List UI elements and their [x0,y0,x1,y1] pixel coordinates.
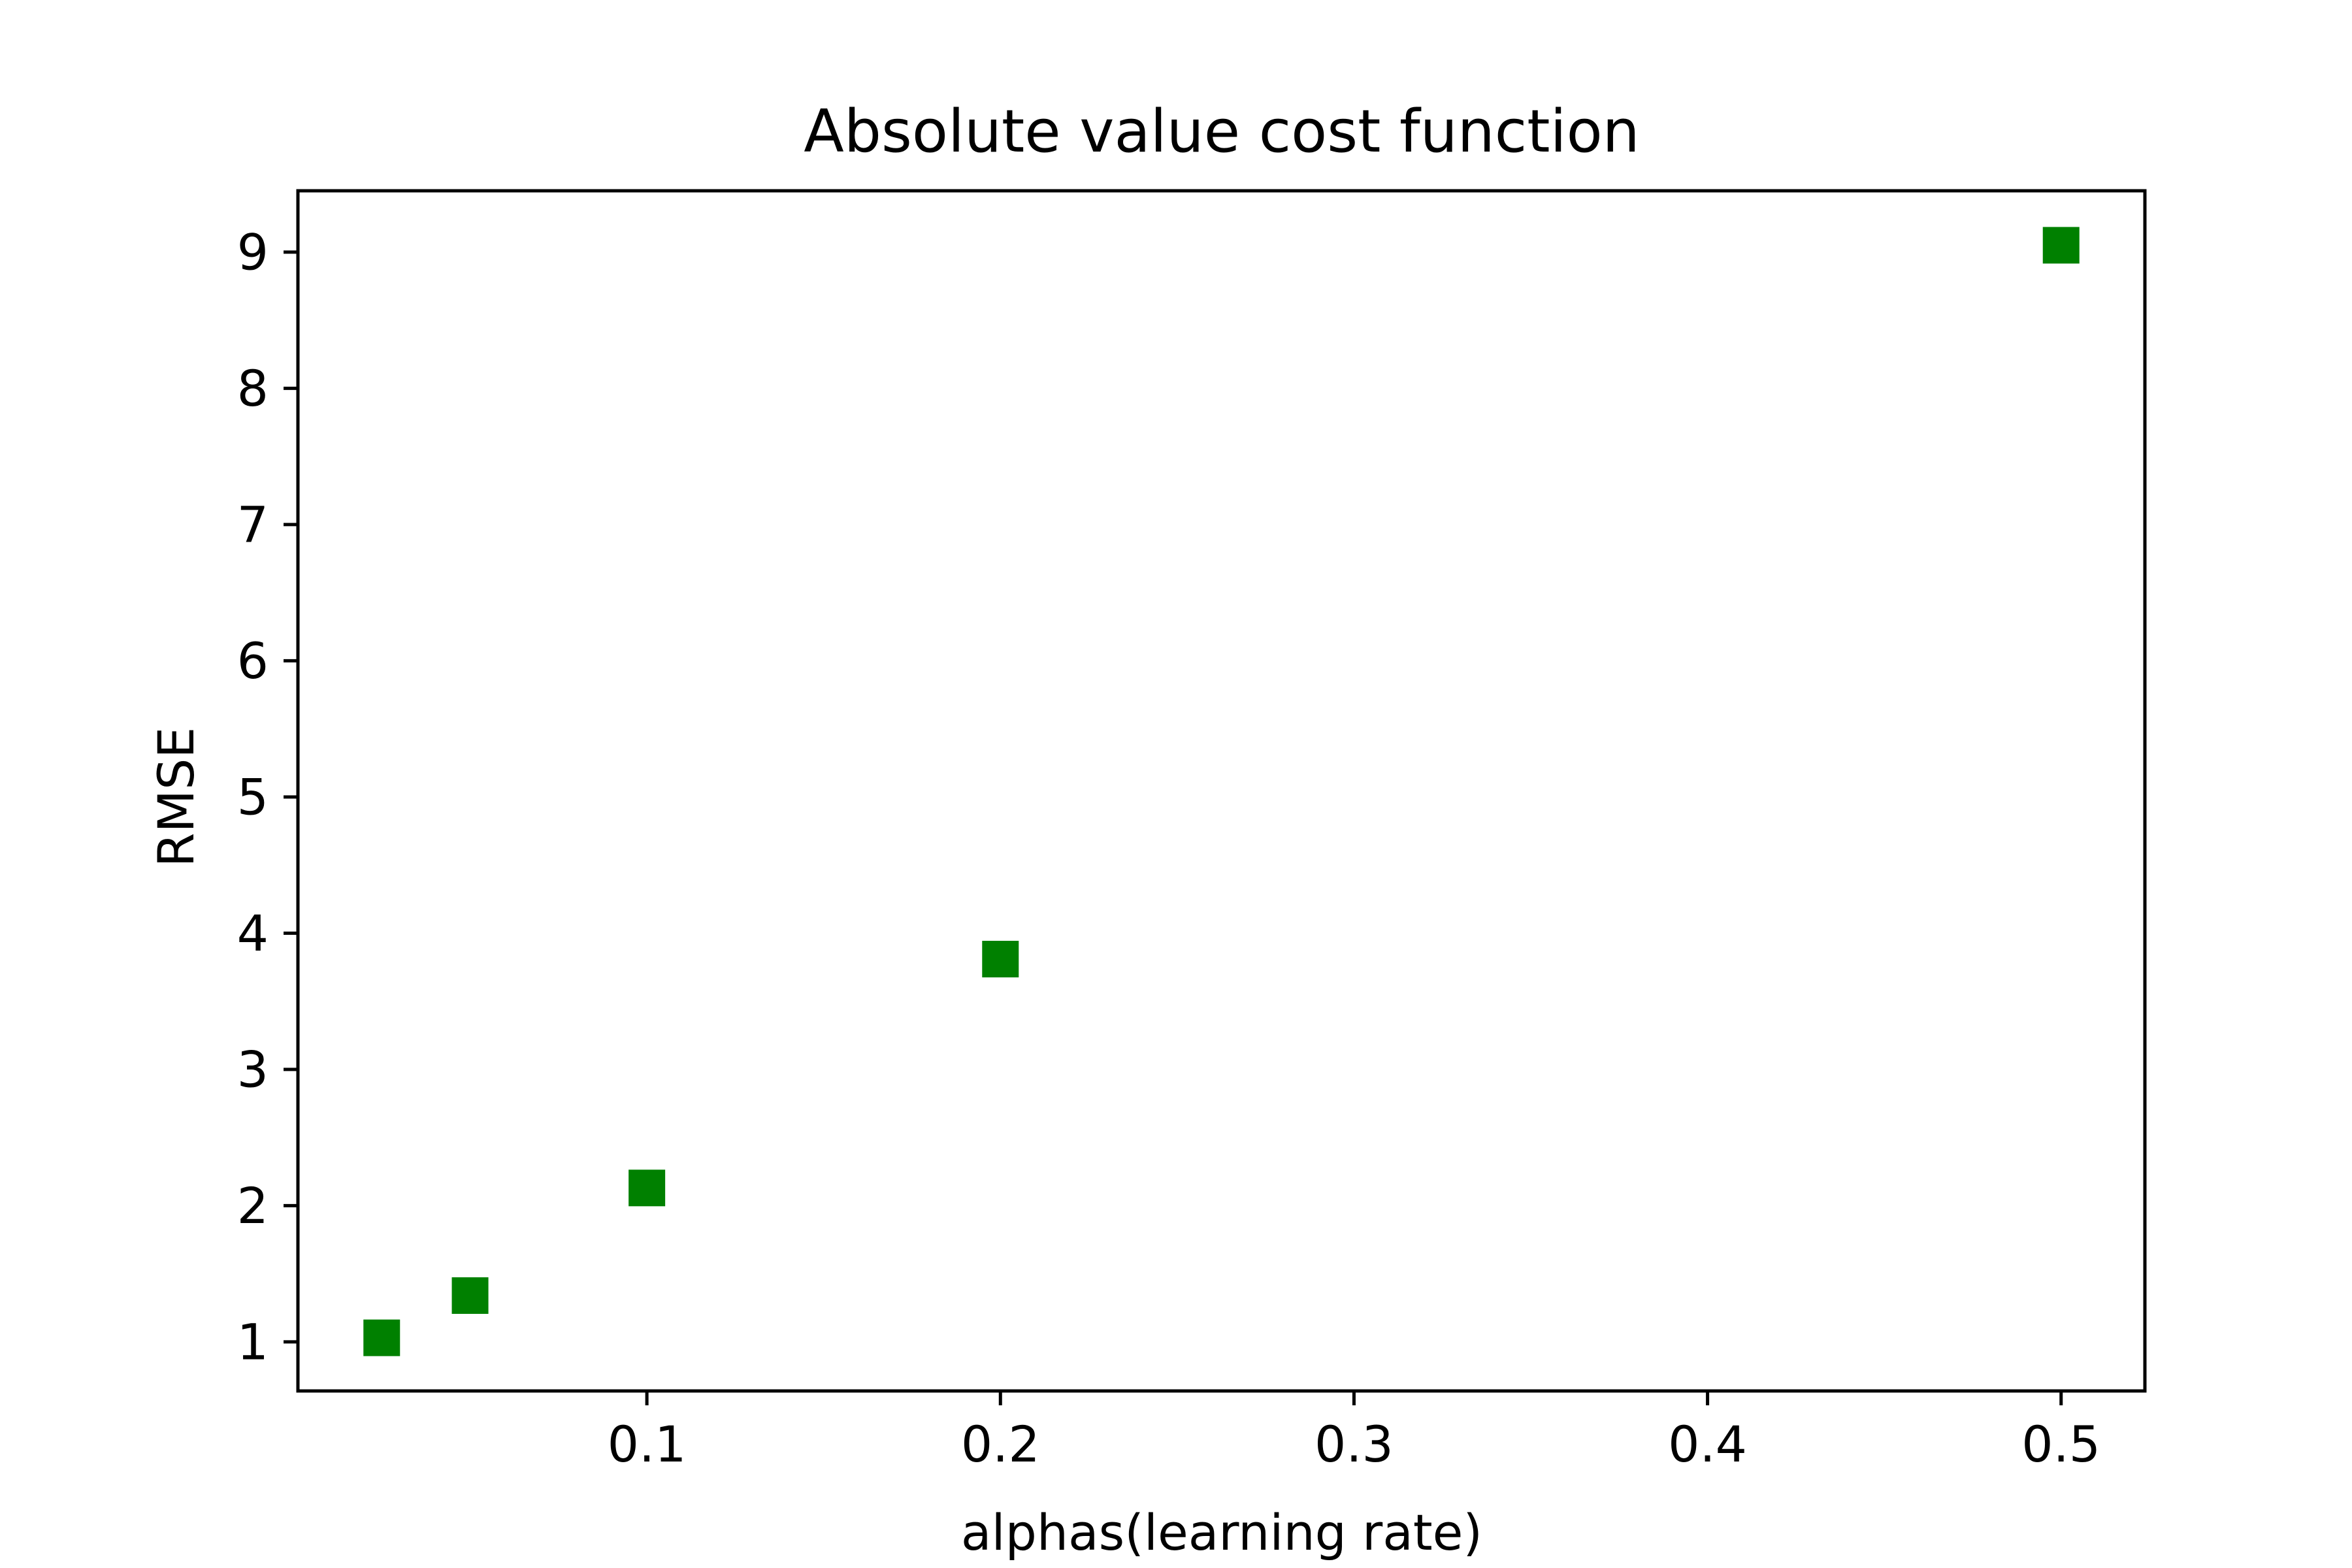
y-tick-label: 4 [237,904,269,962]
x-tick-label: 0.2 [961,1415,1040,1473]
points-layer [363,227,2080,1356]
data-point-marker [982,941,1019,978]
y-tick-label: 1 [237,1313,269,1371]
y-tick-label: 3 [237,1040,269,1098]
data-point-marker [629,1169,666,1207]
x-tick-label: 0.4 [1668,1415,1747,1473]
ticks-layer: 0.1 0.2 0.3 0.4 0.5 1 2 3 4 5 6 7 8 9 [237,223,2101,1473]
y-tick-label: 5 [237,768,269,826]
x-tick-label: 0.5 [2021,1415,2100,1473]
data-point-marker [2042,227,2080,264]
y-tick-label: 6 [237,632,269,690]
y-tick-label: 8 [237,359,269,417]
y-tick-label: 2 [237,1177,269,1235]
chart-title: Absolute value cost function [804,97,1639,166]
plot-area-frame [296,189,2147,1393]
data-point-marker [451,1277,489,1315]
x-axis-label: alphas(learning rate) [961,1503,1482,1561]
y-tick-label: 7 [237,495,269,553]
y-tick-label: 9 [237,223,269,281]
x-tick-label: 0.1 [608,1415,687,1473]
data-point-marker [363,1319,400,1356]
x-tick-label: 0.3 [1315,1415,1394,1473]
y-axis-label: RMSE [147,727,205,868]
